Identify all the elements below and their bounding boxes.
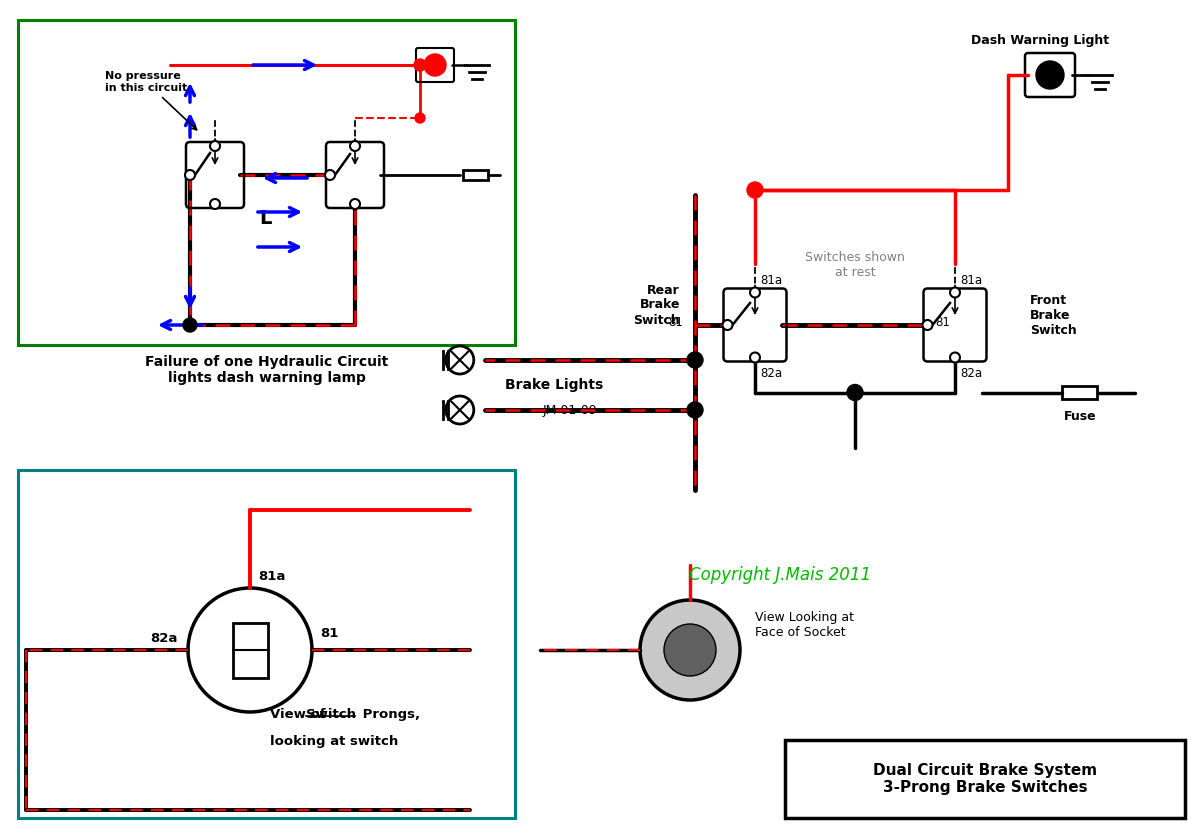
Bar bbox=[462, 170, 487, 180]
Text: Fuse: Fuse bbox=[1063, 411, 1097, 423]
Text: 82a: 82a bbox=[960, 367, 982, 380]
Circle shape bbox=[950, 287, 960, 297]
Circle shape bbox=[414, 59, 426, 71]
Circle shape bbox=[184, 318, 197, 332]
Bar bbox=[18, 20, 515, 345]
Text: Switch: Switch bbox=[306, 708, 356, 721]
Bar bbox=[233, 622, 268, 678]
Circle shape bbox=[350, 199, 360, 209]
Circle shape bbox=[210, 141, 220, 151]
Circle shape bbox=[686, 402, 703, 418]
Text: 81: 81 bbox=[935, 316, 950, 328]
Text: L: L bbox=[259, 208, 271, 228]
Circle shape bbox=[350, 141, 360, 151]
Circle shape bbox=[950, 353, 960, 363]
Bar bbox=[785, 740, 1184, 818]
Text: Prongs,: Prongs, bbox=[358, 708, 420, 721]
Text: 81a: 81a bbox=[258, 570, 286, 583]
Bar bbox=[1062, 386, 1098, 399]
Circle shape bbox=[722, 320, 732, 330]
Circle shape bbox=[847, 385, 863, 401]
Circle shape bbox=[750, 287, 760, 297]
Circle shape bbox=[923, 320, 932, 330]
Circle shape bbox=[686, 352, 703, 368]
Text: Failure of one Hydraulic Circuit
lights dash warning lamp: Failure of one Hydraulic Circuit lights … bbox=[145, 355, 388, 386]
Text: Front
Brake
Switch: Front Brake Switch bbox=[1030, 293, 1076, 337]
Text: 81a: 81a bbox=[760, 274, 782, 287]
Text: Brake Lights: Brake Lights bbox=[505, 378, 604, 392]
Text: 81: 81 bbox=[320, 627, 338, 640]
Text: 82a: 82a bbox=[151, 632, 178, 645]
Circle shape bbox=[664, 624, 716, 676]
Text: No pressure
in this circuit: No pressure in this circuit bbox=[106, 71, 197, 130]
Text: 81: 81 bbox=[668, 316, 683, 328]
Text: Dual Circuit Brake System
3-Prong Brake Switches: Dual Circuit Brake System 3-Prong Brake … bbox=[872, 763, 1097, 795]
Text: View of: View of bbox=[270, 708, 330, 721]
Text: 82a: 82a bbox=[760, 367, 782, 380]
Text: Copyright J.Mais 2011: Copyright J.Mais 2011 bbox=[689, 566, 871, 584]
Circle shape bbox=[746, 182, 763, 198]
Text: View Looking at
Face of Socket: View Looking at Face of Socket bbox=[755, 611, 854, 639]
Bar bbox=[18, 470, 515, 818]
Text: looking at switch: looking at switch bbox=[270, 735, 398, 748]
Circle shape bbox=[415, 113, 425, 123]
Text: 81a: 81a bbox=[960, 274, 982, 287]
Text: Dash Warning Light: Dash Warning Light bbox=[971, 34, 1109, 47]
Circle shape bbox=[750, 353, 760, 363]
Circle shape bbox=[210, 199, 220, 209]
Text: Rear
Brake
Switch: Rear Brake Switch bbox=[634, 283, 680, 327]
Circle shape bbox=[325, 170, 335, 180]
Circle shape bbox=[185, 170, 196, 180]
Text: JM 01-09: JM 01-09 bbox=[542, 403, 598, 417]
Circle shape bbox=[1036, 61, 1064, 89]
Text: Switches shown
at rest: Switches shown at rest bbox=[805, 251, 905, 279]
Circle shape bbox=[424, 54, 446, 76]
Circle shape bbox=[640, 600, 740, 700]
